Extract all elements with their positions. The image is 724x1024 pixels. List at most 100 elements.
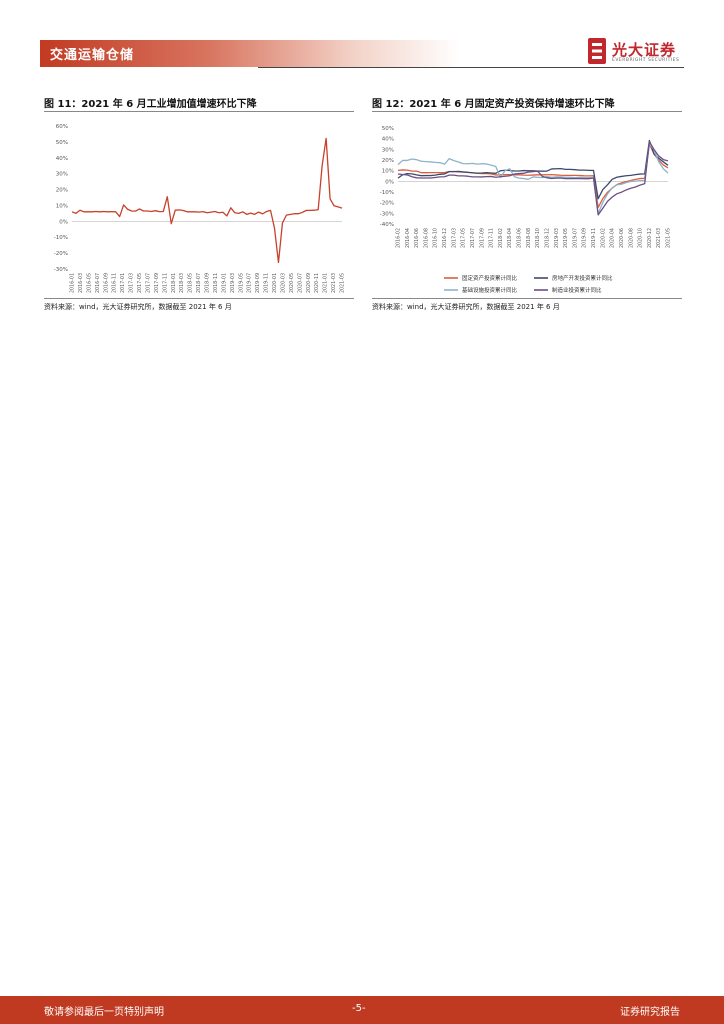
chart2-legend-label: 制造业投资累计同比 — [552, 286, 602, 294]
footer-disclaimer: 敬请参阅最后一页特别声明 — [44, 1007, 164, 1018]
company-logo: 光大证券 EVERBRIGHT SECURITIES — [588, 38, 688, 68]
chart2-xtick-label: 2017-03 — [451, 228, 457, 248]
fig11-source: 资料来源：wind，光大证券研究所，数据截至 2021 年 6 月 — [44, 303, 232, 311]
chart2-ytick-label: 20% — [382, 158, 394, 164]
chart2-xtick-label: 2020-10 — [638, 228, 644, 248]
chart2-ytick-label: -30% — [380, 211, 394, 217]
chart1-xtick-label: 2017-05 — [137, 273, 143, 293]
chart2-ytick-label: -40% — [380, 222, 394, 228]
chart1-xtick-label: 2017-09 — [154, 273, 160, 293]
chart1-xtick-label: 2016-05 — [86, 273, 92, 293]
chart2-ytick-label: 30% — [382, 147, 394, 153]
logo-text-cn: 光大证券 — [612, 41, 677, 59]
chart1-xtick-label: 2018-11 — [213, 273, 219, 293]
chart1-xtick-label: 2020-01 — [272, 273, 278, 293]
chart1-xtick-label: 2020-07 — [297, 273, 303, 293]
header-rule — [258, 67, 684, 68]
chart1-ytick-label: 40% — [56, 156, 68, 162]
chart1-xtick-label: 2020-03 — [280, 273, 286, 293]
chart1-xtick-label: 2019-09 — [255, 273, 261, 293]
chart2-xtick-label: 2016-02 — [396, 228, 402, 248]
chart1-xtick-label: 2019-05 — [238, 273, 244, 293]
chart2-series-line-2 — [397, 143, 669, 215]
chart1-xtick-label: 2016-01 — [70, 273, 76, 293]
chart1-xtick-label: 2016-11 — [112, 273, 118, 293]
chart2-xtick-label: 2016-12 — [442, 228, 448, 248]
chart2-xtick-label: 2018-04 — [507, 228, 513, 248]
chart1-series-line-0 — [71, 137, 343, 264]
chart2-series-line-3 — [397, 140, 669, 216]
chart2-xtick-label: 2020-04 — [610, 228, 616, 248]
logo-mark-icon — [588, 38, 606, 64]
chart2-xtick-label: 2020-02 — [600, 228, 606, 248]
chart1-ytick-label: -20% — [54, 251, 68, 257]
chart1-xtick-label: 2018-09 — [205, 273, 211, 293]
chart1-xtick-label: 2019-01 — [221, 273, 227, 293]
chart2-xtick-label: 2016-04 — [405, 228, 411, 248]
chart1-xtick-label: 2021-05 — [340, 273, 346, 293]
section-title: 交通运输仓储 — [50, 48, 135, 63]
chart1-xtick-label: 2017-03 — [129, 273, 135, 293]
chart2-legend-label: 基础设施投资累计同比 — [462, 286, 518, 294]
chart1-ytick-label: 10% — [56, 203, 68, 209]
chart2-xtick-label: 2020-06 — [619, 228, 625, 248]
chart2-ytick-label: 50% — [382, 126, 394, 132]
chart1-xtick-label: 2019-03 — [230, 273, 236, 293]
chart2-xtick-label: 2017-09 — [479, 228, 485, 248]
chart2-series-line-1 — [397, 139, 669, 200]
fig12-chart: 50% 40% 30% 20% 10% 0% -10% -20% -30% -40%2016-02… — [380, 126, 672, 294]
chart1-ytick-label: 50% — [56, 140, 68, 146]
logo-text-en: EVERBRIGHT SECURITIES — [612, 58, 680, 63]
chart2-xtick-label: 2019-07 — [572, 228, 578, 248]
chart1-xtick-label: 2018-03 — [179, 273, 185, 293]
chart2-xtick-label: 2019-05 — [563, 228, 569, 248]
chart2-xtick-label: 2016-08 — [423, 228, 429, 248]
chart1-xtick-label: 2018-01 — [171, 273, 177, 293]
fig11-title: 图 11：2021 年 6 月工业增加值增速环比下降 — [44, 99, 257, 110]
chart1-xtick-label: 2021-03 — [331, 273, 337, 293]
page-number: -5- — [352, 1003, 366, 1014]
chart2-xtick-label: 2020-12 — [647, 228, 653, 248]
chart2-series-line-0 — [397, 143, 669, 209]
chart2-ytick-label: -20% — [380, 201, 394, 207]
chart2-ytick-label: -10% — [380, 190, 394, 196]
chart2-xtick-label: 2021-05 — [666, 228, 672, 248]
chart1-xtick-label: 2019-11 — [264, 273, 270, 293]
chart1-xtick-label: 2016-03 — [78, 273, 84, 293]
fig12-title: 图 12：2021 年 6 月固定资产投资保持增速环比下降 — [372, 99, 615, 110]
chart2-xtick-label: 2019-11 — [591, 228, 597, 248]
chart2-xtick-label: 2017-07 — [470, 228, 476, 248]
chart2-xtick-label: 2018-12 — [544, 228, 550, 248]
chart1-ytick-label: -10% — [54, 235, 68, 241]
fig12-top-rule — [372, 111, 682, 112]
chart1-ytick-label: 0% — [59, 219, 68, 225]
chart1-xtick-label: 2017-07 — [145, 273, 151, 293]
chart1-xtick-label: 2016-07 — [95, 273, 101, 293]
fig12-source: 资料来源：wind，光大证券研究所，数据截至 2021 年 6 月 — [372, 303, 560, 311]
chart1-ytick-label: 60% — [56, 124, 68, 130]
chart2-xtick-label: 2018-08 — [526, 228, 532, 248]
chart1-xtick-label: 2018-07 — [196, 273, 202, 293]
chart2-xtick-label: 2018-06 — [517, 228, 523, 248]
chart1-xtick-label: 2020-09 — [306, 273, 312, 293]
chart2-xtick-label: 2017-11 — [489, 228, 495, 248]
fig11-bottom-rule — [44, 298, 354, 299]
fig11-top-rule — [44, 111, 354, 112]
chart1-xtick-label: 2018-05 — [188, 273, 194, 293]
chart1-xtick-label: 2021-01 — [323, 273, 329, 293]
chart2-ytick-label: 0% — [385, 179, 394, 185]
chart2-xtick-label: 2020-08 — [628, 228, 634, 248]
chart2-xtick-label: 2018-02 — [498, 228, 504, 248]
chart2-xtick-label: 2021-03 — [656, 228, 662, 248]
chart2-xtick-label: 2019-03 — [554, 228, 560, 248]
header-band — [40, 40, 460, 67]
chart2-xtick-label: 2017-05 — [461, 228, 467, 248]
chart1-xtick-label: 2020-05 — [289, 273, 295, 293]
chart1-xtick-label: 2016-09 — [103, 273, 109, 293]
chart1-xtick-label: 2017-11 — [162, 273, 168, 293]
chart2-xtick-label: 2016-06 — [414, 228, 420, 248]
chart1-xtick-label: 2019-07 — [247, 273, 253, 293]
chart2-legend-label: 固定资产投资累计同比 — [462, 274, 518, 282]
chart1-ytick-label: -30% — [54, 267, 68, 273]
footer-report-type: 证券研究报告 — [620, 1007, 680, 1018]
